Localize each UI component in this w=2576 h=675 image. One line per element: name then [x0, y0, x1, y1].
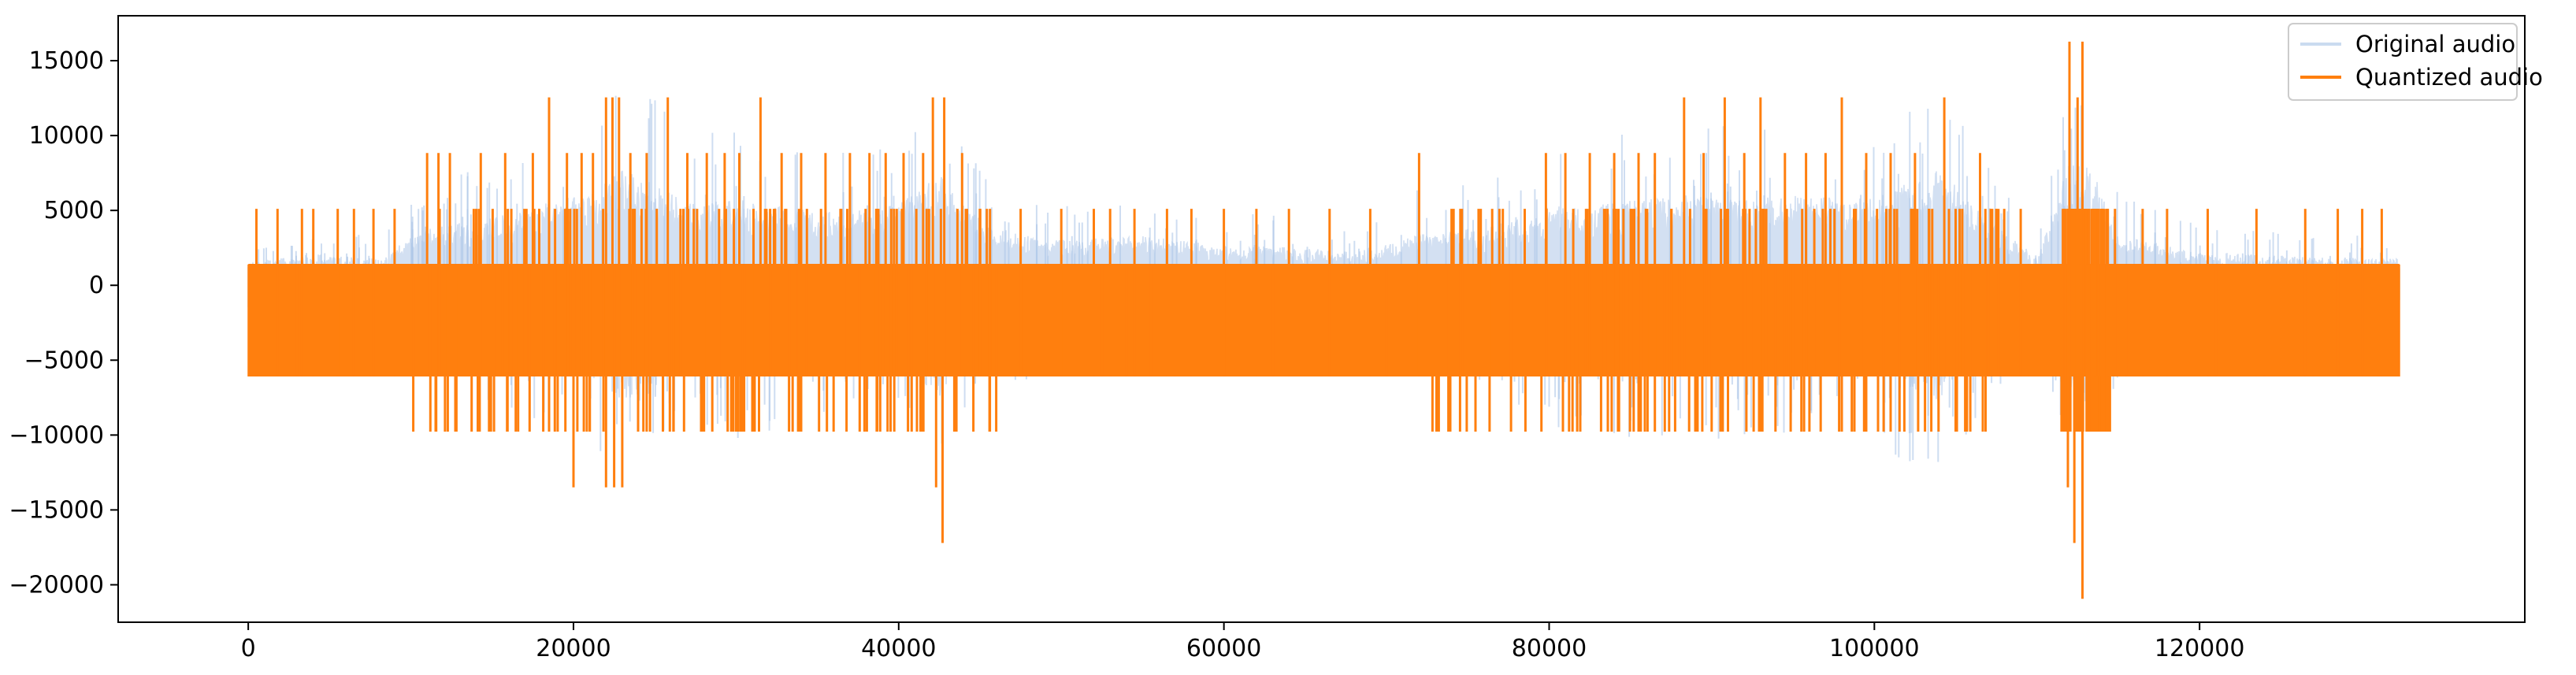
x-tick-label: 0 [241, 635, 256, 662]
y-tick-label: −10000 [9, 421, 104, 449]
x-tick-label: 60000 [1186, 635, 1261, 662]
y-tick-label: −20000 [9, 571, 104, 599]
plot-frame [117, 15, 2526, 623]
y-tick-label: −15000 [9, 496, 104, 524]
y-tick-label: 15000 [29, 47, 104, 75]
legend-label-original: Original audio [2355, 31, 2515, 57]
y-axis: 15000 10000 5000 0 −5000 −10000 −15000 −20000 [9, 47, 118, 599]
y-tick-label: 5000 [44, 197, 104, 224]
x-tick-label: 20000 [536, 635, 611, 662]
y-tick-label: 0 [89, 272, 104, 299]
x-tick-label: 100000 [1829, 635, 1920, 662]
plot-area [247, 41, 2400, 599]
legend-label-quantized: Quantized audio [2355, 64, 2543, 91]
y-tick-label: −5000 [24, 347, 104, 374]
legend-box [2288, 23, 2518, 101]
x-tick-label: 40000 [861, 635, 936, 662]
x-tick-label: 80000 [1512, 635, 1587, 662]
y-tick-label: 10000 [29, 122, 104, 150]
legend: Original audio Quantized audio [2288, 23, 2543, 101]
x-tick-label: 120000 [2155, 635, 2245, 662]
quantized-audio-spikes [255, 41, 2383, 599]
x-axis: 0 20000 40000 60000 80000 100000 120000 [241, 622, 2245, 662]
